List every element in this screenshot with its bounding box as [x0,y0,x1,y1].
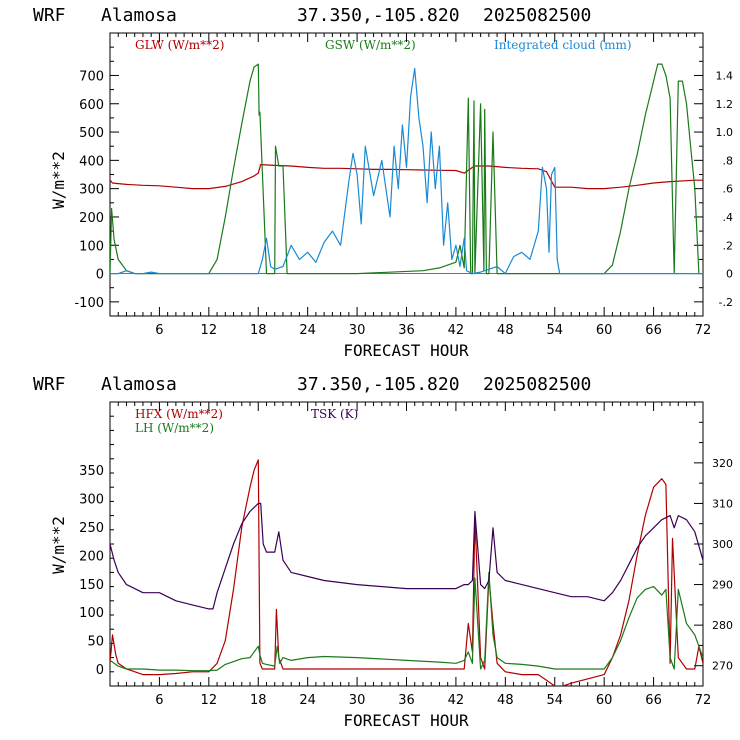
panel1-x-tick-label: 42 [448,323,465,338]
panel1-y-tick-label: -100 [74,296,104,311]
panel1-model-label: WRF [33,5,66,26]
panel2-x-tick-label: 30 [349,693,366,708]
panel2-station-label: Alamosa [101,374,177,395]
panel2-x-tick-label: 48 [497,693,514,708]
panel1-y-tick-label: 300 [79,183,104,198]
panel2-coords-label: 37.350,-105.820 [297,374,460,395]
panel2-y2-tick-label: 300 [712,538,733,551]
panel2-y2-tick-label: 270 [712,660,733,673]
panel1-series-line-2 [110,63,703,275]
panel2-x-tick-label: 72 [695,693,712,708]
panel1-x-tick-label: 72 [695,323,712,338]
panel2-y-tick-label: 300 [79,493,104,508]
panel2-series-line-2 [110,571,703,672]
panel1-y2-tick-label: 0 [726,268,733,281]
panel2-frame [109,401,704,687]
panel2-x-tick-label: 24 [299,693,316,708]
panel1-y2-tick-label: 1.0 [716,126,734,139]
panel1-y-tick-label: 100 [79,239,104,254]
panel1-y-tick-label: 400 [79,154,104,169]
panel2-x-tick-label: 66 [645,693,662,708]
panel1-x-tick-label: 48 [497,323,514,338]
panel1-x-tick-label: 24 [299,323,316,338]
panel2-x-tick-label: 42 [448,693,465,708]
panel1-legend-glw: GLW (W/m**2) [135,38,224,52]
panel2-y-tick-label: 150 [79,578,104,593]
panel2-series-line-3 [110,502,703,610]
panel1-x-tick-label: 18 [250,323,267,338]
panel1-y-tick-label: 600 [79,98,104,113]
panel2-legend-tsk: TSK (K) [311,407,358,421]
panel1-x-tick-label: 66 [645,323,662,338]
panel1-xlabel: FORECAST HOUR [343,341,469,360]
panel2-y-tick-label: 200 [79,549,104,564]
panel1-coords-label: 37.350,-105.820 [297,5,460,26]
panel2-plot-area: 6 12 18 24 30 36 42 48 54 60 66 72 0 50 100 150 200 250 30… [79,401,733,708]
panel1-y2-tick-label: 1.4 [716,69,734,82]
panel1-y-tick-label: 500 [79,126,104,141]
panel1-y2-tick-label: .2 [723,239,734,252]
panel1-x-tick-label: 36 [398,323,415,338]
panel1-series-line-1 [110,164,703,190]
panel1-y-tick-label: 700 [79,69,104,84]
panel1-station-label: Alamosa [101,5,177,26]
panel1-y2-tick-label: .6 [723,183,734,196]
panel2-x-tick-label: 60 [596,693,613,708]
panel2-y-tick-label: 50 [87,635,104,650]
panel2-x-tick-label: 12 [201,693,218,708]
panel2-x-tick-label: 36 [398,693,415,708]
panel1-legend-gsw: GSW (W/m**2) [325,38,416,52]
panel2-date-label: 2025082500 [483,374,591,395]
panel1-x-tick-label: 12 [201,323,218,338]
panel2-model-label: WRF [33,374,66,395]
panel1-y2-tick-label: 1.2 [716,98,734,111]
panel1-x-tick-label: 6 [155,323,163,338]
panel2-x-tick-label: 6 [155,693,163,708]
panel2-y-tick-label: 0 [96,663,104,678]
panel1-y-tick-label: 0 [96,268,104,283]
panel1-plot-area: 6 12 18 24 30 36 42 48 54 60 66 72 -100 0 100 200 300 400… [74,32,734,338]
panel2-ylabel: W/m**2 [49,516,68,574]
panel2-y2-tick-label: 280 [712,619,733,632]
panel2-y-tick-label: 250 [79,521,104,536]
panel1-x-tick-label: 60 [596,323,613,338]
panel1-ylabel: W/m**2 [49,151,68,209]
panel2-y-tick-label: 100 [79,606,104,621]
panel2-y2-tick-label: 320 [712,457,733,470]
panel2-legend-lh: LH (W/m**2) [135,421,214,435]
panel1-date-label: 2025082500 [483,5,591,26]
panel1-y2-tick-label: -.2 [719,296,733,309]
panel2-x-tick-label: 54 [546,693,563,708]
panel2-x-tick-label: 18 [250,693,267,708]
panel1-x-tick-label: 30 [349,323,366,338]
panel1-y2-tick-label: .4 [723,211,734,224]
panel2-xlabel: FORECAST HOUR [343,711,469,730]
panel2-y2-tick-label: 290 [712,579,733,592]
panel2-y-tick-label: 350 [79,464,104,479]
panel2-y2-tick-label: 310 [712,497,733,510]
panel1-y-tick-label: 200 [79,211,104,226]
panel1-x-tick-label: 54 [546,323,563,338]
panel1-y2-tick-label: .8 [723,154,734,167]
panel2-series-line-1 [110,459,703,686]
panel1-series-line-3 [110,67,703,275]
panel2-legend-hfx: HFX (W/m**2) [135,407,223,421]
panel1-legend-cloud: Integrated cloud (mm) [494,38,632,52]
